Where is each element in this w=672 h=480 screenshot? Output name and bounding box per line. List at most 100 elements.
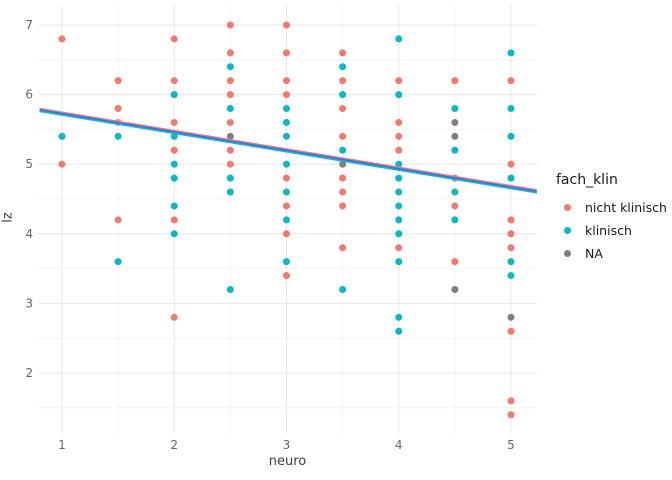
x-tick-label: 1 — [58, 438, 66, 452]
data-point-nicht-klinisch — [114, 216, 122, 224]
data-point-nicht-klinisch — [226, 118, 234, 126]
data-point-klinisch — [395, 174, 403, 182]
data-point-klinisch — [507, 272, 515, 280]
data-point-klinisch — [170, 160, 178, 168]
data-point-nicht-klinisch — [395, 146, 403, 154]
data-point-nicht-klinisch — [339, 174, 347, 182]
legend-item-label: klinisch — [585, 222, 632, 238]
data-point-klinisch — [114, 132, 122, 140]
data-point-nicht-klinisch — [451, 202, 459, 210]
data-point-nicht-klinisch — [451, 258, 459, 266]
y-tick-label: 3 — [25, 296, 33, 310]
data-point-klinisch — [283, 258, 290, 266]
data-point-nicht-klinisch — [58, 35, 66, 43]
y-tick-label: 6 — [25, 88, 33, 102]
data-point-klinisch — [226, 174, 234, 182]
data-point-nicht-klinisch — [226, 21, 234, 29]
data-point-klinisch — [283, 188, 290, 196]
data-point-klinisch — [170, 91, 178, 99]
data-point-nicht-klinisch — [507, 244, 515, 252]
legend-key-dot-icon — [564, 226, 571, 234]
data-point-klinisch — [395, 91, 403, 99]
data-point-nicht-klinisch — [339, 202, 347, 210]
data-point-nicht-klinisch — [170, 216, 178, 224]
data-point-klinisch — [395, 216, 403, 224]
data-point-nicht-klinisch — [507, 230, 515, 238]
y-tick-label: 2 — [25, 366, 33, 380]
data-point-nicht-klinisch — [226, 77, 234, 85]
data-point-nicht-klinisch — [283, 202, 290, 210]
x-tick-label: 4 — [395, 438, 403, 452]
data-point-nicht-klinisch — [58, 160, 66, 168]
data-point-klinisch — [451, 105, 459, 113]
legend-item: NA — [556, 246, 667, 261]
data-point-klinisch — [395, 313, 403, 321]
data-point-nicht-klinisch — [395, 118, 403, 126]
data-point-klinisch — [395, 35, 403, 43]
legend-item-label: nicht klinisch — [585, 199, 667, 215]
x-tick-label: 5 — [507, 438, 515, 452]
data-point-klinisch — [507, 105, 515, 113]
data-point-klinisch — [226, 105, 234, 113]
data-point-nicht-klinisch — [339, 188, 347, 196]
data-point-klinisch — [507, 258, 515, 266]
data-point-nicht-klinisch — [226, 146, 234, 154]
data-point-nicht-klinisch — [507, 160, 515, 168]
x-tick-label: 2 — [170, 438, 178, 452]
y-tick-label: 7 — [25, 18, 33, 32]
data-point-klinisch — [451, 216, 459, 224]
data-point-nicht-klinisch — [283, 272, 290, 280]
legend-key-dot-icon — [564, 249, 571, 257]
legend-key-dot-icon — [564, 203, 571, 211]
legend-item: klinisch — [556, 222, 667, 238]
data-point-nicht-klinisch — [114, 77, 122, 85]
data-point-klinisch — [507, 132, 515, 140]
data-point-nicht-klinisch — [339, 77, 347, 85]
data-point-nicht-klinisch — [451, 77, 459, 85]
data-point-nicht-klinisch — [226, 49, 234, 57]
data-point-nicht-klinisch — [395, 132, 403, 140]
data-point-klinisch — [451, 188, 459, 196]
trend-line-fit-overall — [39, 109, 537, 193]
legend-title: fach_klin — [556, 172, 618, 188]
data-point-na — [339, 160, 347, 168]
data-point-na — [451, 285, 459, 293]
data-point-nicht-klinisch — [339, 49, 347, 57]
data-point-klinisch — [226, 285, 234, 293]
data-point-na — [451, 132, 459, 140]
data-point-klinisch — [283, 132, 290, 140]
data-point-klinisch — [283, 105, 290, 113]
x-tick-label: 3 — [283, 438, 291, 452]
data-point-nicht-klinisch — [170, 146, 178, 154]
data-point-klinisch — [339, 285, 347, 293]
data-point-klinisch — [170, 230, 178, 238]
y-tick-label: 4 — [25, 227, 33, 241]
trend-line-fit-nicht-klinisch — [39, 107, 537, 191]
data-point-nicht-klinisch — [226, 91, 234, 99]
data-point-na — [451, 118, 459, 126]
y-axis-title: lz — [0, 212, 16, 223]
data-point-nicht-klinisch — [507, 397, 515, 405]
data-point-klinisch — [170, 174, 178, 182]
data-point-na — [507, 313, 515, 321]
legend-items: nicht klinisch klinisch NA — [556, 199, 667, 261]
data-point-nicht-klinisch — [507, 216, 515, 224]
data-point-klinisch — [395, 188, 403, 196]
data-point-klinisch — [395, 202, 403, 210]
data-point-klinisch — [395, 160, 403, 168]
data-point-klinisch — [395, 327, 403, 335]
data-point-klinisch — [339, 63, 347, 71]
trend-line-fit-klinisch — [39, 110, 537, 194]
data-point-nicht-klinisch — [170, 35, 178, 43]
data-point-klinisch — [58, 132, 66, 140]
data-point-klinisch — [170, 132, 178, 140]
data-point-klinisch — [395, 258, 403, 266]
data-point-nicht-klinisch — [283, 230, 290, 238]
data-point-klinisch — [395, 230, 403, 238]
data-point-nicht-klinisch — [339, 132, 347, 140]
data-point-klinisch — [226, 188, 234, 196]
data-point-klinisch — [226, 63, 234, 71]
data-point-nicht-klinisch — [283, 174, 290, 182]
data-point-klinisch — [339, 91, 347, 99]
